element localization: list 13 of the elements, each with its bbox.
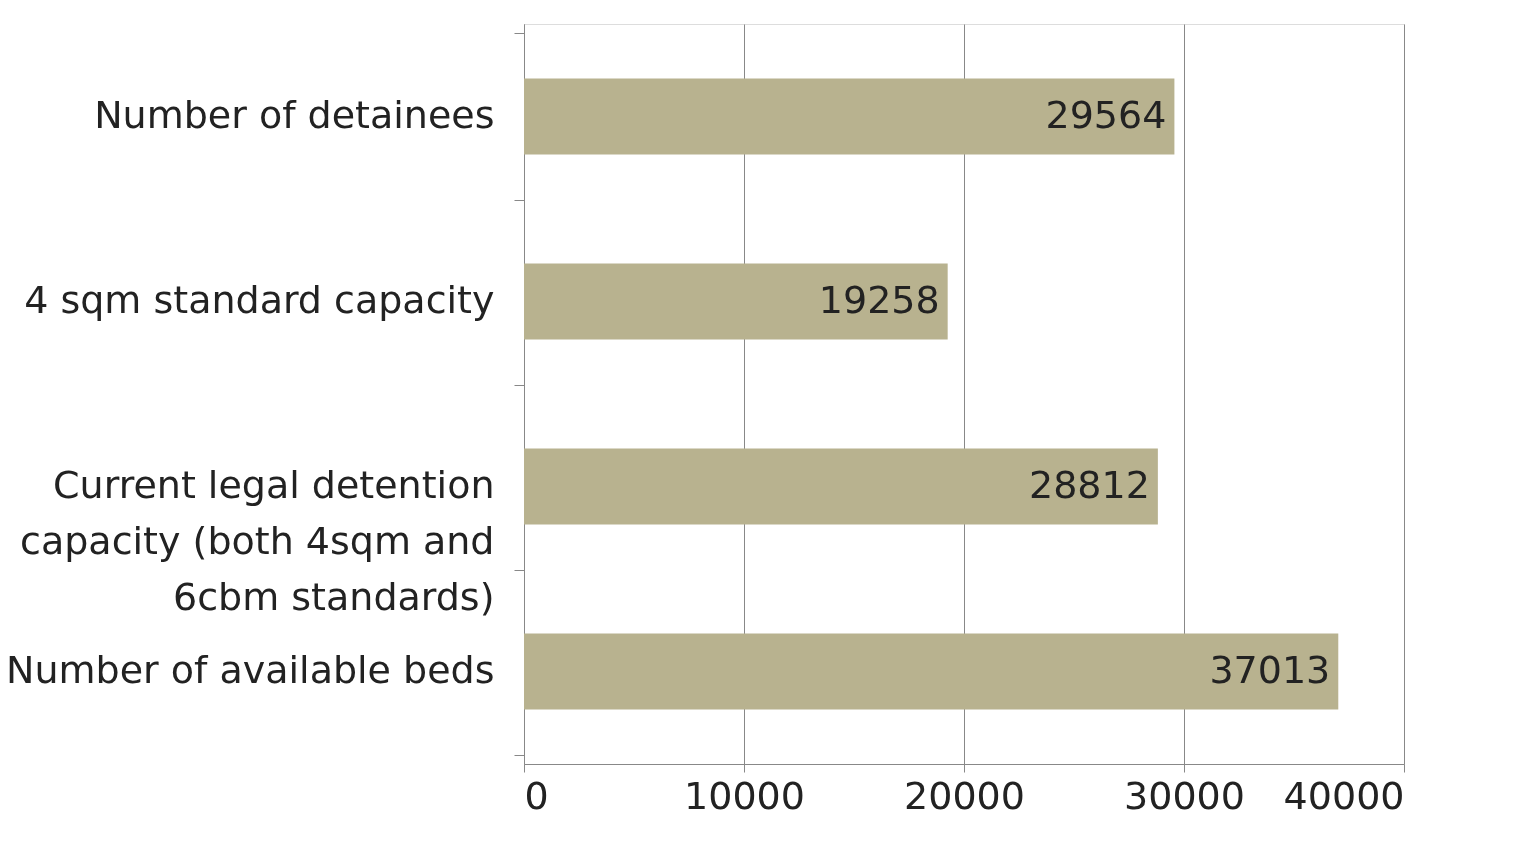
data-label: 29564 (1045, 92, 1167, 137)
y-tick-label: Number of detainees (94, 93, 495, 137)
y-tick-label: Current legal detention capacity (both 4sqm and 6cbm standards) (20, 463, 495, 619)
data-label: 28812 (1028, 462, 1150, 507)
y-tick-label: 4 sqm standard capacity (24, 278, 495, 322)
x-tick-label: 0 (524, 773, 549, 818)
data-label: 19258 (818, 277, 940, 322)
x-tick-label: 30000 (1124, 773, 1245, 818)
data-label: 37013 (1209, 647, 1331, 692)
y-tick-label: Number of available beds (6, 648, 495, 692)
x-tick-label: 40000 (1283, 773, 1405, 818)
x-tick-label: 10000 (684, 773, 805, 818)
x-tick-label: 20000 (904, 773, 1025, 818)
